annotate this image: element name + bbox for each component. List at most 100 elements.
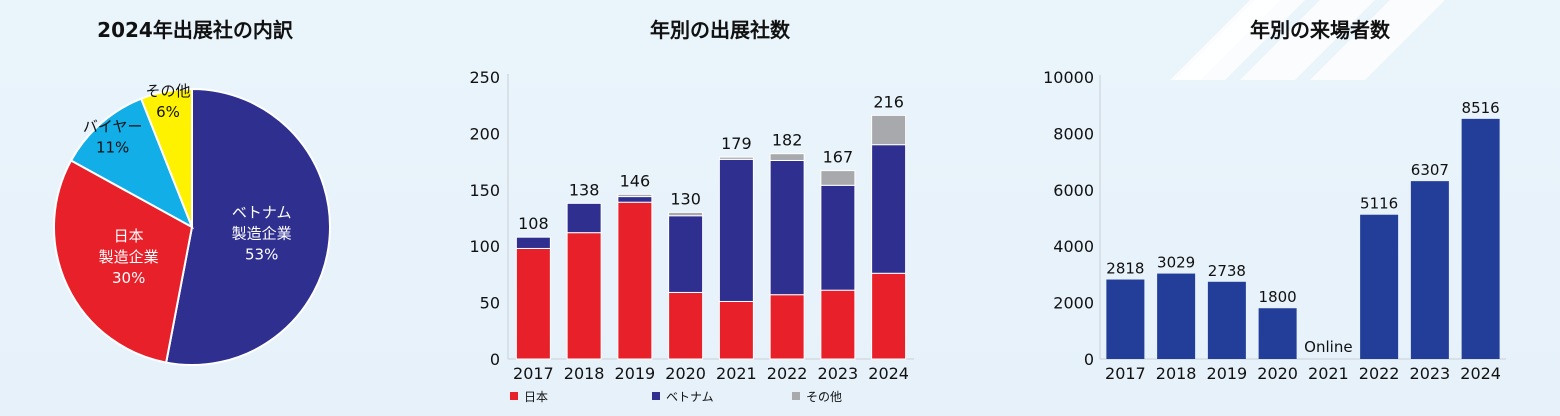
bar-value-label: 2818 xyxy=(1106,260,1144,278)
pie-slice-percent-label: 53% xyxy=(245,246,278,264)
y-tick-label: 6000 xyxy=(1053,181,1094,200)
pie-chart-title: 2024年出展社の内訳 xyxy=(97,18,293,42)
x-tick-label: 2022 xyxy=(1359,364,1400,383)
bar-total-label: 108 xyxy=(518,214,549,233)
x-tick-label: 2019 xyxy=(615,364,656,383)
x-tick-label: 2020 xyxy=(665,364,706,383)
pie-slice xyxy=(164,87,331,366)
legend-swatch xyxy=(510,392,518,400)
x-tick-label: 2023 xyxy=(1410,364,1451,383)
pie-slice-label: 製造企業 xyxy=(232,225,292,243)
bar-segment xyxy=(769,294,805,360)
pie-slice-label: 製造企業 xyxy=(99,248,159,266)
bar-segment xyxy=(668,215,704,293)
y-tick-label: 150 xyxy=(469,181,500,200)
bar-segment xyxy=(718,156,754,160)
x-tick-label: 2022 xyxy=(767,364,808,383)
pie-slice-percent-label: 11% xyxy=(96,138,129,156)
pie-slice-label: 日本 xyxy=(114,227,144,245)
bar-segment xyxy=(566,232,602,360)
x-tick-label: 2023 xyxy=(818,364,859,383)
pie-slice xyxy=(139,87,193,228)
pie-slice-percent-label: 30% xyxy=(112,269,145,287)
bar-segment xyxy=(617,193,653,198)
bar-total-label: 179 xyxy=(721,134,752,153)
bar-segment xyxy=(515,236,551,249)
exhibitors-chart-title: 年別の出展社数 xyxy=(650,18,790,42)
bar-segment xyxy=(515,247,551,360)
bar-segment xyxy=(769,159,805,296)
y-tick-label: 250 xyxy=(469,68,500,87)
bar-value-label: 2738 xyxy=(1208,262,1246,280)
legend-label: その他 xyxy=(806,390,842,404)
bar-segment xyxy=(668,291,704,360)
bar-segment xyxy=(871,114,907,146)
pie-slice xyxy=(69,97,194,230)
bar-segment xyxy=(566,202,602,234)
y-tick-label: 10000 xyxy=(1043,68,1094,87)
bar xyxy=(1106,279,1145,359)
bar-segment xyxy=(820,289,856,360)
x-tick-label: 2020 xyxy=(1257,364,1298,383)
legend-label: ベトナム xyxy=(666,390,714,404)
bar xyxy=(1157,273,1196,359)
pie-slice-label: バイヤー xyxy=(83,117,143,135)
x-tick-label: 2018 xyxy=(564,364,605,383)
legend-swatch xyxy=(792,392,800,400)
x-tick-label: 2018 xyxy=(1156,364,1197,383)
bar xyxy=(1207,281,1246,359)
bar-segment xyxy=(820,184,856,291)
y-tick-label: 0 xyxy=(1084,350,1094,369)
bar-total-label: 182 xyxy=(772,131,803,150)
bar-segment xyxy=(617,201,653,360)
bar-segment xyxy=(871,144,907,274)
y-tick-label: 100 xyxy=(469,237,500,256)
bar-segment xyxy=(718,300,754,360)
decorative-stripes xyxy=(1090,0,1560,80)
y-tick-label: 4000 xyxy=(1053,237,1094,256)
bar xyxy=(1258,308,1297,359)
exhibitors-stacked-bar-chart: 0 50 100 150 200 250 108 2017 138 2018 146 2019 130 2… xyxy=(469,68,914,404)
x-tick-label: 2017 xyxy=(513,364,554,383)
bar-total-label: 146 xyxy=(620,171,651,190)
y-tick-label: 2000 xyxy=(1053,294,1094,313)
bar-segment xyxy=(718,158,754,302)
bar-value-label: 1800 xyxy=(1259,288,1297,306)
bar-segment xyxy=(668,211,704,217)
bar-total-label: 167 xyxy=(823,148,854,167)
visitors-chart-panel: 年別の来場者数 0 2000 4000 6000 8000 10000 2818 2017 30… xyxy=(1020,0,1550,416)
bar-total-label: 138 xyxy=(569,180,600,199)
bar-segment xyxy=(820,170,856,186)
exhibitors-chart-panel: 年別の出展社数 0 50 100 150 200 250 108 2017 138 2018 146… xyxy=(440,0,940,416)
bar-value-label: 3029 xyxy=(1157,254,1195,272)
pie-slice-percent-label: 6% xyxy=(156,103,180,121)
stripes-graphic xyxy=(1170,0,1445,80)
x-tick-label: 2017 xyxy=(1105,364,1146,383)
bar xyxy=(1461,118,1500,359)
bar xyxy=(1360,214,1399,359)
bar-segment xyxy=(871,272,907,360)
bar-segment xyxy=(769,153,805,161)
bar xyxy=(1410,181,1449,359)
legend-swatch xyxy=(652,392,660,400)
x-tick-label: 2021 xyxy=(716,364,757,383)
y-tick-label: 200 xyxy=(469,124,500,143)
pie-chart-panel: 2024年出展社の内訳 ベトナム 製造企業 53% 日本 製造企業 30% バイヤー 11% そ… xyxy=(0,0,390,416)
visitors-bar-chart: 0 2000 4000 6000 8000 10000 2818 2017 3029 2018 27… xyxy=(1043,68,1506,383)
legend-label: 日本 xyxy=(524,390,548,404)
visitors-chart-title: 年別の来場者数 xyxy=(1250,18,1390,42)
pie-slice-label: その他 xyxy=(146,82,191,100)
bar-value-label: 6307 xyxy=(1411,161,1449,179)
y-tick-label: 0 xyxy=(490,350,500,369)
x-tick-label: 2019 xyxy=(1207,364,1248,383)
bar-value-label: 5116 xyxy=(1360,195,1398,213)
y-tick-label: 8000 xyxy=(1053,124,1094,143)
pie-slice-label: ベトナム xyxy=(232,204,292,222)
bar-segment xyxy=(617,196,653,203)
pie-slice xyxy=(53,159,194,364)
x-tick-label: 2021 xyxy=(1308,364,1349,383)
x-tick-label: 2024 xyxy=(868,364,909,383)
x-tick-label: 2024 xyxy=(1460,364,1501,383)
bar-total-label: 216 xyxy=(873,92,904,111)
